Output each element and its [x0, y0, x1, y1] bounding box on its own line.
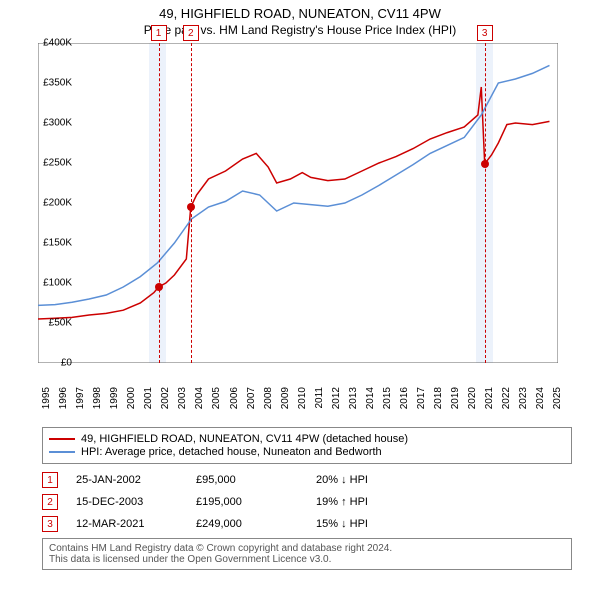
- chart-title: 49, HIGHFIELD ROAD, NUNEATON, CV11 4PW: [0, 6, 600, 21]
- x-axis-label: 2011: [314, 387, 325, 409]
- legend-swatch: [49, 451, 75, 453]
- x-axis-label: 1999: [109, 387, 120, 409]
- line-chart-svg: [38, 43, 558, 363]
- transaction-dot: [481, 160, 489, 168]
- transaction-dot: [187, 203, 195, 211]
- event-date: 25-JAN-2002: [76, 474, 196, 486]
- event-delta: 19% ↑ HPI: [316, 496, 436, 508]
- y-axis-label: £100K: [43, 278, 72, 289]
- footer-line-1: Contains HM Land Registry data © Crown c…: [49, 543, 565, 554]
- x-axis-label: 2024: [535, 387, 546, 409]
- footer-line-2: This data is licensed under the Open Gov…: [49, 554, 565, 565]
- chart-area: £0£50K£100K£150K£200K£250K£300K£350K£400…: [38, 43, 598, 383]
- x-axis-label: 2022: [501, 387, 512, 409]
- x-axis-label: 2020: [467, 387, 478, 409]
- x-axis-label: 1998: [92, 387, 103, 409]
- event-marker: 3: [42, 516, 58, 532]
- events-table: 1 25-JAN-2002£95,00020% ↓ HPI 2 15-DEC-2003…: [42, 472, 558, 532]
- y-axis-label: £0: [61, 358, 72, 369]
- chart-subtitle: Price paid vs. HM Land Registry's House …: [0, 23, 600, 37]
- x-axis-label: 2018: [433, 387, 444, 409]
- x-axis-label: 2005: [211, 387, 222, 409]
- event-date: 12-MAR-2021: [76, 518, 196, 530]
- x-axis-label: 2009: [280, 387, 291, 409]
- event-delta: 15% ↓ HPI: [316, 518, 436, 530]
- x-axis-label: 2001: [143, 387, 154, 409]
- x-axis-label: 2016: [399, 387, 410, 409]
- x-axis-label: 2013: [348, 387, 359, 409]
- y-axis-label: £400K: [43, 38, 72, 49]
- x-axis-label: 2004: [194, 387, 205, 409]
- y-axis-label: £200K: [43, 198, 72, 209]
- x-axis-label: 2003: [177, 387, 188, 409]
- y-axis-label: £300K: [43, 118, 72, 129]
- legend-label: HPI: Average price, detached house, Nune…: [81, 446, 382, 458]
- chart-container: 49, HIGHFIELD ROAD, NUNEATON, CV11 4PW P…: [0, 6, 600, 596]
- attribution-footer: Contains HM Land Registry data © Crown c…: [42, 538, 572, 570]
- x-axis-label: 2012: [331, 387, 342, 409]
- transaction-vline: [159, 43, 160, 363]
- event-price: £95,000: [196, 474, 316, 486]
- event-marker: 1: [42, 472, 58, 488]
- event-delta: 20% ↓ HPI: [316, 474, 436, 486]
- x-axis-label: 2021: [484, 387, 495, 409]
- x-axis-label: 1995: [41, 387, 52, 409]
- transaction-marker: 3: [477, 25, 493, 41]
- legend-swatch: [49, 438, 75, 440]
- x-axis-label: 2002: [160, 387, 171, 409]
- transaction-marker: 2: [183, 25, 199, 41]
- y-axis-label: £350K: [43, 78, 72, 89]
- x-axis-label: 2019: [450, 387, 461, 409]
- legend-label: 49, HIGHFIELD ROAD, NUNEATON, CV11 4PW (…: [81, 433, 408, 445]
- x-axis-label: 2023: [518, 387, 529, 409]
- x-axis-label: 1997: [75, 387, 86, 409]
- legend-item: HPI: Average price, detached house, Nune…: [49, 446, 565, 458]
- event-row: 1 25-JAN-2002£95,00020% ↓ HPI: [42, 472, 558, 488]
- event-row: 3 12-MAR-2021£249,00015% ↓ HPI: [42, 516, 558, 532]
- transaction-vline: [485, 43, 486, 363]
- y-axis-label: £50K: [49, 318, 72, 329]
- x-axis-label: 2010: [297, 387, 308, 409]
- x-axis-label: 2008: [263, 387, 274, 409]
- event-marker: 2: [42, 494, 58, 510]
- x-axis-label: 2015: [382, 387, 393, 409]
- y-axis-label: £250K: [43, 158, 72, 169]
- event-row: 2 15-DEC-2003£195,00019% ↑ HPI: [42, 494, 558, 510]
- x-axis-label: 2006: [229, 387, 240, 409]
- x-axis-label: 2007: [246, 387, 257, 409]
- legend-item: 49, HIGHFIELD ROAD, NUNEATON, CV11 4PW (…: [49, 433, 565, 445]
- x-axis-label: 2000: [126, 387, 137, 409]
- event-price: £249,000: [196, 518, 316, 530]
- y-axis-label: £150K: [43, 238, 72, 249]
- legend-box: 49, HIGHFIELD ROAD, NUNEATON, CV11 4PW (…: [42, 427, 572, 464]
- event-price: £195,000: [196, 496, 316, 508]
- x-axis-label: 2014: [365, 387, 376, 409]
- x-axis-label: 1996: [58, 387, 69, 409]
- x-axis-label: 2025: [552, 387, 563, 409]
- transaction-marker: 1: [151, 25, 167, 41]
- transaction-dot: [155, 283, 163, 291]
- event-date: 15-DEC-2003: [76, 496, 196, 508]
- x-axis-label: 2017: [416, 387, 427, 409]
